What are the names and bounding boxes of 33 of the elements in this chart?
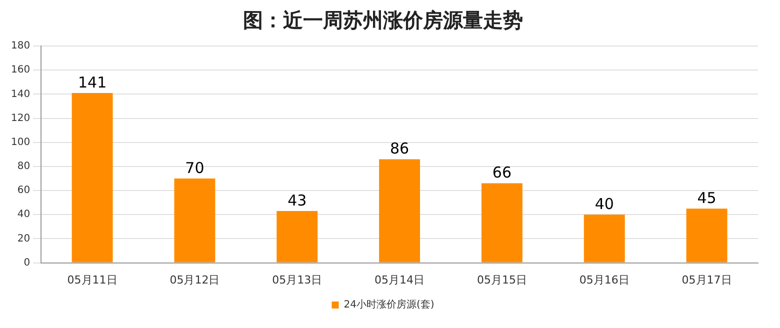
y-tick-label: 100 bbox=[10, 136, 30, 148]
x-tick-label: 05月11日 bbox=[67, 273, 118, 286]
bar bbox=[584, 214, 625, 262]
y-tick-label: 40 bbox=[17, 209, 30, 220]
y-tick-label: 80 bbox=[17, 161, 30, 172]
data-label: 45 bbox=[697, 188, 716, 207]
data-label: 40 bbox=[594, 195, 614, 214]
y-tick-label: 120 bbox=[10, 112, 30, 124]
y-tick-label: 60 bbox=[17, 185, 30, 196]
data-label: 141 bbox=[78, 73, 107, 92]
bar bbox=[379, 159, 420, 262]
y-tick-label: 160 bbox=[10, 64, 30, 76]
bar bbox=[174, 178, 216, 262]
data-label: 70 bbox=[185, 158, 204, 177]
y-tick-label: 140 bbox=[10, 88, 30, 100]
x-tick-label: 05月12日 bbox=[170, 273, 220, 286]
bar bbox=[276, 211, 318, 262]
bar bbox=[686, 208, 728, 262]
bar bbox=[72, 92, 113, 262]
y-tick-label: 0 bbox=[24, 257, 30, 268]
x-tick-label: 05月13日 bbox=[272, 273, 322, 286]
data-label: 43 bbox=[288, 191, 307, 210]
data-label: 66 bbox=[492, 164, 512, 182]
y-tick-label: 180 bbox=[10, 40, 30, 52]
chart-title: 图：近一周苏州涨价房源量走势 bbox=[243, 8, 523, 32]
x-tick-label: 05月14日 bbox=[374, 273, 425, 286]
legend-label: 24小时涨价房源(套) bbox=[344, 298, 434, 311]
data-label: 86 bbox=[390, 140, 410, 158]
bar bbox=[481, 183, 522, 262]
x-tick-label: 05月17日 bbox=[682, 273, 732, 286]
y-tick-label: 20 bbox=[17, 233, 30, 244]
x-tick-label: 05月16日 bbox=[579, 273, 630, 286]
x-tick-label: 05月15日 bbox=[476, 273, 527, 286]
